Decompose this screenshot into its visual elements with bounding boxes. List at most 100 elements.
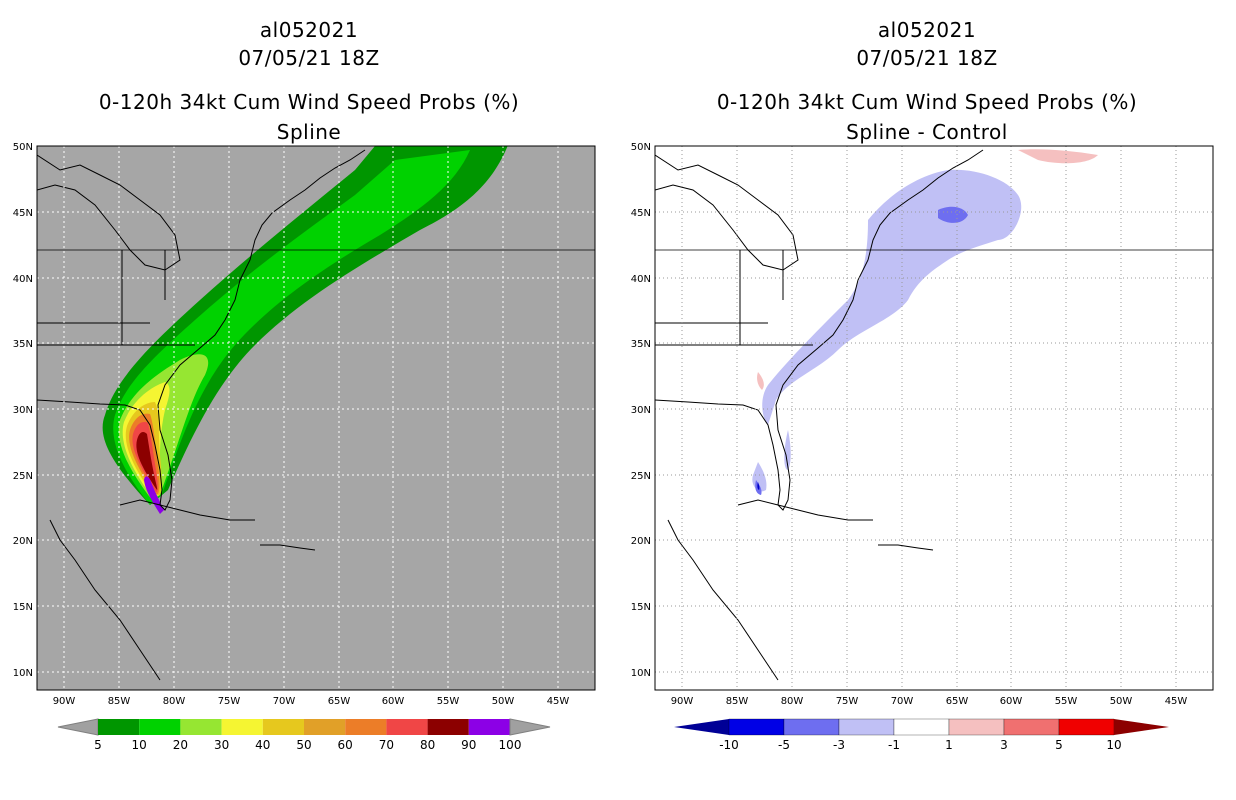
lat-axis: 50N 45N 40N 35N 30N 25N 20N 15N 10N	[13, 142, 33, 679]
lon-label: 90W	[53, 696, 76, 707]
lon-axis: 90W 85W 80W 75W 70W 65W 60W 55W 50W 45W	[53, 696, 570, 707]
method-title: Spline - Control	[846, 120, 1008, 144]
lat-label: 45N	[13, 208, 33, 219]
graticule	[655, 146, 1213, 690]
probability-swath	[102, 146, 508, 514]
lat-label: 45N	[631, 208, 651, 219]
lat-label: 30N	[13, 405, 33, 416]
lon-label: 80W	[163, 696, 186, 707]
lon-label: 45W	[1165, 696, 1188, 707]
coastlines	[655, 149, 1213, 681]
lon-label: 85W	[108, 696, 131, 707]
colorbar-high-arrow	[509, 718, 551, 736]
colorbar-label: -10	[719, 738, 739, 752]
lon-label: 75W	[836, 696, 859, 707]
colorbar-label: -1	[888, 738, 900, 752]
lon-label: 90W	[671, 696, 694, 707]
colorbar-swatch	[180, 719, 222, 735]
colorbar-label: 5	[94, 738, 102, 752]
product-title: 0-120h 34kt Cum Wind Speed Probs (%)	[716, 90, 1138, 114]
colorbar-label: 10	[132, 738, 147, 752]
colorbar-swatch	[427, 719, 469, 735]
colorbar-high-arrow	[1114, 719, 1169, 735]
colorbar-swatch	[468, 719, 510, 735]
datetime-title: 07/05/21 18Z	[856, 46, 998, 70]
colorbar-swatch	[1003, 718, 1060, 736]
map-frame	[36, 145, 596, 691]
colorbar: -10 -5 -3 -1 1 3 5 10	[674, 718, 1169, 752]
colorbar-label: 90	[461, 738, 476, 752]
colorbar-label: 70	[379, 738, 394, 752]
lat-label: 50N	[631, 142, 651, 153]
lon-label: 60W	[1000, 696, 1023, 707]
colorbar-swatch	[262, 719, 304, 735]
colorbar-swatch	[304, 719, 346, 735]
lat-label: 25N	[631, 471, 651, 482]
colorbar-label: -5	[778, 738, 790, 752]
lon-label: 45W	[547, 696, 570, 707]
lat-label: 50N	[13, 142, 33, 153]
lat-label: 40N	[631, 274, 651, 285]
lat-label: 20N	[13, 536, 33, 547]
colorbar-low-arrow	[57, 718, 99, 736]
colorbar-label: 5	[1055, 738, 1063, 752]
lon-label: 55W	[1055, 696, 1078, 707]
colorbar-label: 80	[420, 738, 435, 752]
lat-label: 35N	[631, 339, 651, 350]
left-map: 50N 45N 40N 35N 30N 25N 20N 15N 10N 90W …	[13, 142, 596, 752]
right-panel: al052021 07/05/21 18Z 0-120h 34kt Cum Wi…	[618, 0, 1236, 800]
lat-label: 30N	[631, 405, 651, 416]
colorbar-swatch	[893, 718, 950, 736]
lon-label: 65W	[946, 696, 969, 707]
colorbar-swatch	[221, 719, 263, 735]
colorbar-low-arrow	[674, 719, 729, 735]
difference-field	[752, 149, 1098, 495]
colorbar-label: 10	[1106, 738, 1121, 752]
lon-axis: 90W 85W 80W 75W 70W 65W 60W 55W 50W 45W	[671, 696, 1188, 707]
colorbar-swatch	[386, 719, 428, 735]
storm-id-title: al052021	[877, 18, 977, 42]
colorbar-swatch	[98, 719, 140, 735]
colorbar-label: 30	[214, 738, 229, 752]
lat-label: 40N	[13, 274, 33, 285]
lat-label: 35N	[13, 339, 33, 350]
colorbar-swatch	[1058, 718, 1115, 736]
coastlines	[37, 149, 595, 681]
colorbar: 5 10 20 30 40 50 60 70 80 90 100	[57, 718, 551, 752]
colorbar-label: 100	[499, 738, 522, 752]
lat-label: 10N	[13, 668, 33, 679]
graticule	[37, 146, 595, 690]
right-map: 50N 45N 40N 35N 30N 25N 20N 15N 10N 90W …	[631, 142, 1214, 752]
colorbar-label: -3	[833, 738, 845, 752]
lat-label: 10N	[631, 668, 651, 679]
colorbar-swatch	[345, 719, 387, 735]
lat-axis: 50N 45N 40N 35N 30N 25N 20N 15N 10N	[631, 142, 651, 679]
colorbar-label: 3	[1000, 738, 1008, 752]
lat-label: 25N	[13, 471, 33, 482]
left-panel: al052021 07/05/21 18Z 0-120h 34kt Cum Wi…	[13, 18, 596, 752]
lon-label: 85W	[726, 696, 749, 707]
datetime-title: 07/05/21 18Z	[238, 46, 380, 70]
lat-label: 15N	[13, 602, 33, 613]
method-title: Spline	[276, 120, 342, 144]
lat-label: 15N	[631, 602, 651, 613]
lon-label: 65W	[328, 696, 351, 707]
lon-label: 55W	[437, 696, 460, 707]
lon-label: 75W	[218, 696, 241, 707]
colorbar-label: 60	[338, 738, 353, 752]
colorbar-swatch	[948, 718, 1005, 736]
map-frame	[654, 145, 1214, 691]
product-title: 0-120h 34kt Cum Wind Speed Probs (%)	[98, 90, 520, 114]
lon-label: 70W	[273, 696, 296, 707]
lon-label: 50W	[492, 696, 515, 707]
colorbar-swatch	[728, 718, 785, 736]
colorbar-swatch	[783, 718, 840, 736]
colorbar-label: 40	[255, 738, 270, 752]
lon-label: 60W	[382, 696, 405, 707]
lat-label: 20N	[631, 536, 651, 547]
colorbar-label: 1	[945, 738, 953, 752]
colorbar-label: 20	[173, 738, 188, 752]
lon-label: 70W	[891, 696, 914, 707]
colorbar-label: 50	[296, 738, 311, 752]
storm-id-title: al052021	[259, 18, 359, 42]
